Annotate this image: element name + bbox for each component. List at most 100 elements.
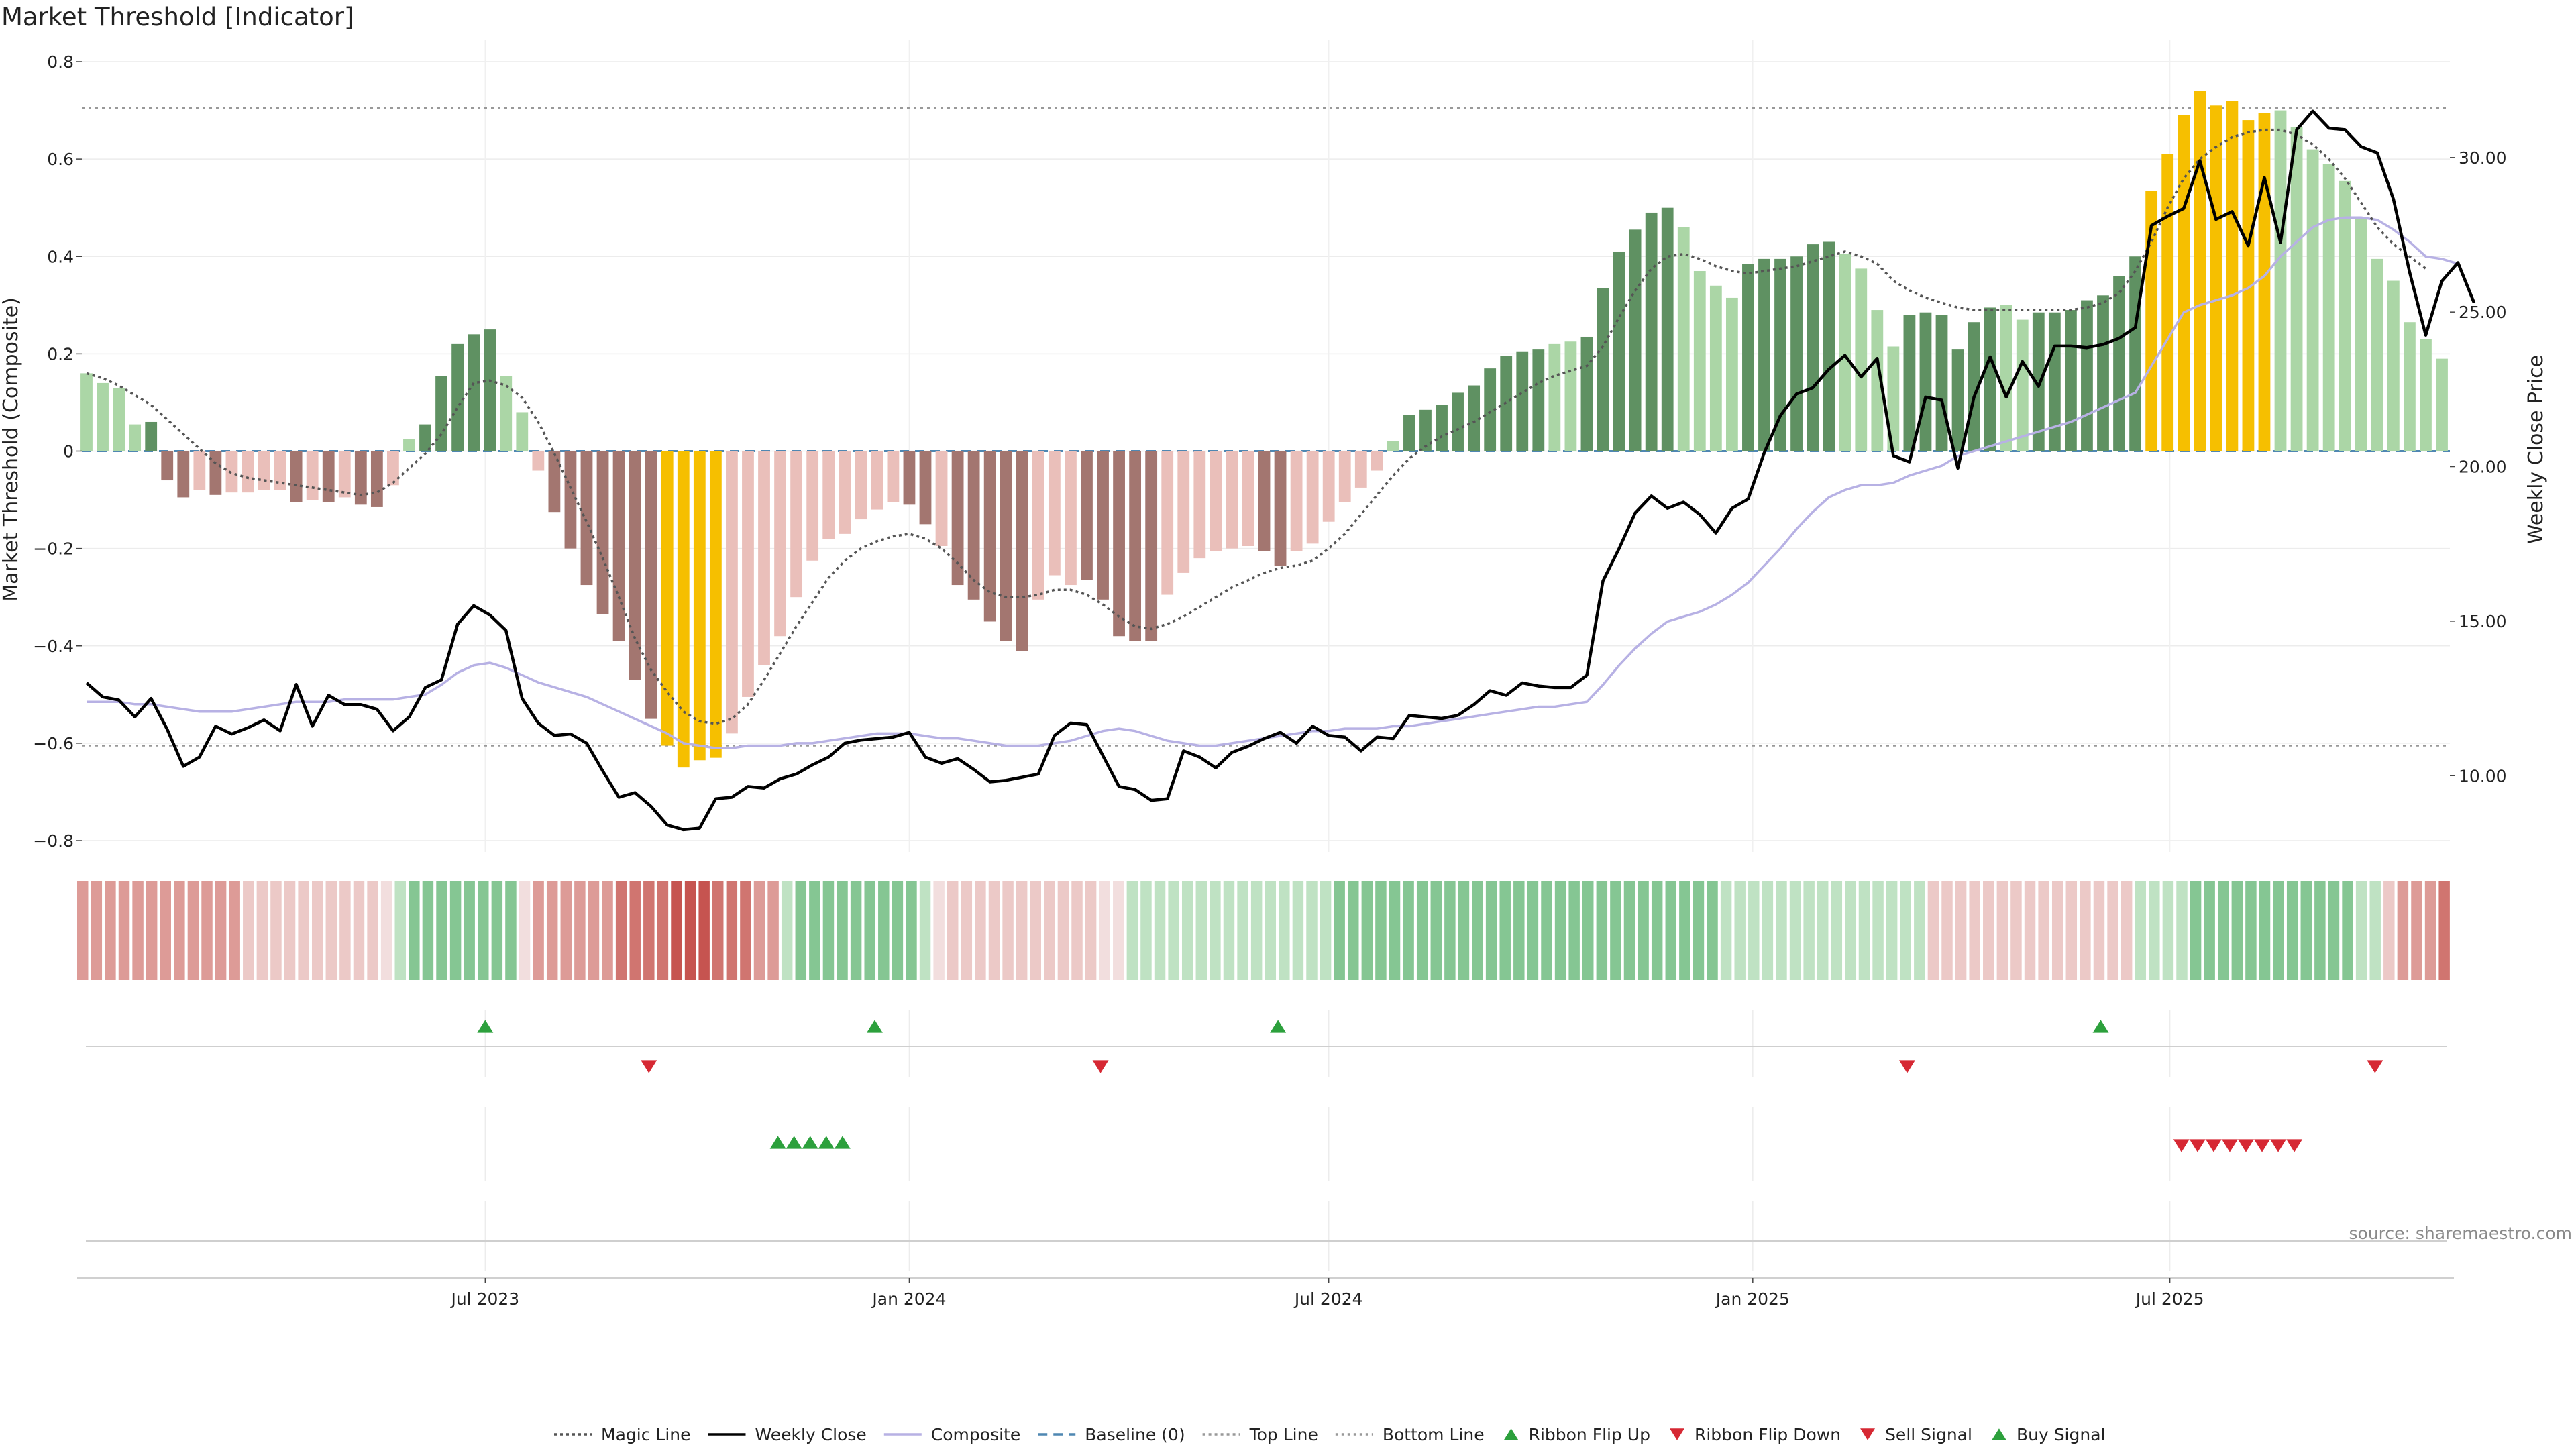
ribbon-cell (588, 881, 600, 980)
ribbon-cell (1181, 881, 1193, 980)
ribbon-cell (975, 881, 986, 980)
ribbon-cell (809, 881, 820, 980)
composite-bar (774, 451, 786, 637)
composite-bar (387, 451, 399, 486)
ribbon-cell (394, 881, 406, 980)
ribbon-cell (1458, 881, 1470, 980)
ribbon-cell (2149, 881, 2160, 980)
ribbon-cell (2355, 881, 2367, 980)
right-tick-label: 15.00 (2459, 612, 2507, 631)
ribbon-cell (1527, 881, 1539, 980)
composite-bar (1161, 451, 1174, 595)
composite-bar (2290, 127, 2303, 451)
left-tick-label: −0.2 (33, 539, 74, 559)
ribbon-cell (1707, 881, 1718, 980)
sell-signal-marker (2205, 1139, 2222, 1152)
left-tick-label: 0.8 (47, 52, 74, 72)
composite-bar (935, 451, 948, 546)
ribbon-cell (2397, 881, 2409, 980)
ribbon-cell (353, 881, 365, 980)
composite-bar (1484, 368, 1497, 451)
composite-bar (887, 451, 900, 502)
composite-bar (177, 451, 190, 498)
ribbon-cell (2024, 881, 2036, 980)
composite-bar (806, 451, 819, 561)
composite-bar (1790, 256, 1803, 451)
composite-bar (967, 451, 980, 600)
ribbon-cell (436, 881, 447, 980)
ribbon-cell (698, 881, 710, 980)
ribbon-cell (1969, 881, 1980, 980)
ribbon-cell (906, 881, 917, 980)
ribbon-cell (1858, 881, 1870, 980)
ribbon-cell (1348, 881, 1359, 980)
sell-signal-marker (2237, 1139, 2254, 1152)
right-tick-label: 25.00 (2459, 303, 2507, 322)
series-lines (85, 109, 2476, 832)
composite-bar (2048, 312, 2061, 451)
ribbon-cell (160, 881, 171, 980)
ribbon-cell (2190, 881, 2202, 980)
composite-bar (903, 451, 916, 505)
legend-label-8: Sell Signal (1885, 1425, 1972, 1444)
ribbon-cell (1872, 881, 1884, 980)
ribbon-cell (1803, 881, 1815, 980)
composite-bar (1403, 415, 1415, 451)
composite-bar (1371, 451, 1383, 471)
left-axis-label: Market Threshold (Composite) (0, 297, 23, 602)
ribbon-cell (947, 881, 959, 980)
ribbon-cell (546, 881, 558, 980)
legend-label-3: Baseline (0) (1085, 1425, 1185, 1444)
sell-signal-marker (2270, 1139, 2287, 1152)
ribbon-cell (256, 881, 268, 980)
ribbon-cell (1485, 881, 1497, 980)
composite-bar (468, 334, 480, 451)
composite-bar (790, 451, 803, 598)
left-tick-label: −0.8 (33, 831, 74, 851)
ribbon-cell (795, 881, 807, 980)
composite-bar (1677, 227, 1690, 451)
ribbon-cell (449, 881, 462, 980)
composite-bar (338, 451, 351, 498)
composite-bar (1807, 244, 1819, 451)
ribbon-cell (1113, 881, 1124, 980)
composite-bar (2178, 115, 2190, 451)
composite-bar (1919, 312, 1932, 451)
ribbon-cell (2328, 881, 2340, 980)
composite-bar (1645, 212, 1658, 451)
composite-bar (2016, 319, 2029, 451)
composite-bar (2210, 105, 2222, 451)
legend-marker-7 (1669, 1428, 1684, 1440)
ribbon-cell (2342, 881, 2353, 980)
composite-bar (1032, 451, 1044, 600)
ribbon-cell (1334, 881, 1345, 980)
sell-signal-marker (2254, 1139, 2271, 1152)
ribbon-cell (1030, 881, 1041, 980)
ribbon-cell (1154, 881, 1166, 980)
ribbon-cell (2038, 881, 2049, 980)
ribbon-cell (1776, 881, 1787, 980)
composite-bar (677, 451, 690, 768)
ribbon-cell (533, 881, 544, 980)
left-tick-label: 0.2 (47, 344, 74, 364)
x-tick-label: Jan 2024 (871, 1289, 946, 1309)
composite-bar (951, 451, 964, 586)
ribbon-cell (602, 881, 613, 980)
composite-bar (2420, 339, 2432, 451)
ribbon-cell (2107, 881, 2118, 980)
ribbon-cell (837, 881, 848, 980)
ribbon-cell (2065, 881, 2078, 980)
composite-bar (1839, 254, 1851, 451)
composite-bar (1338, 451, 1351, 502)
composite-bar (1290, 451, 1303, 551)
ribbon-cell (961, 881, 973, 980)
ribbon-cell (1223, 881, 1235, 980)
composite-bar (161, 451, 174, 481)
ribbon-cell (325, 881, 337, 980)
composite-bar (1709, 285, 1722, 451)
composite-bar (612, 451, 625, 641)
composite-bar (2274, 110, 2287, 451)
composite-bar (403, 439, 415, 451)
ribbon-cell (726, 881, 738, 980)
